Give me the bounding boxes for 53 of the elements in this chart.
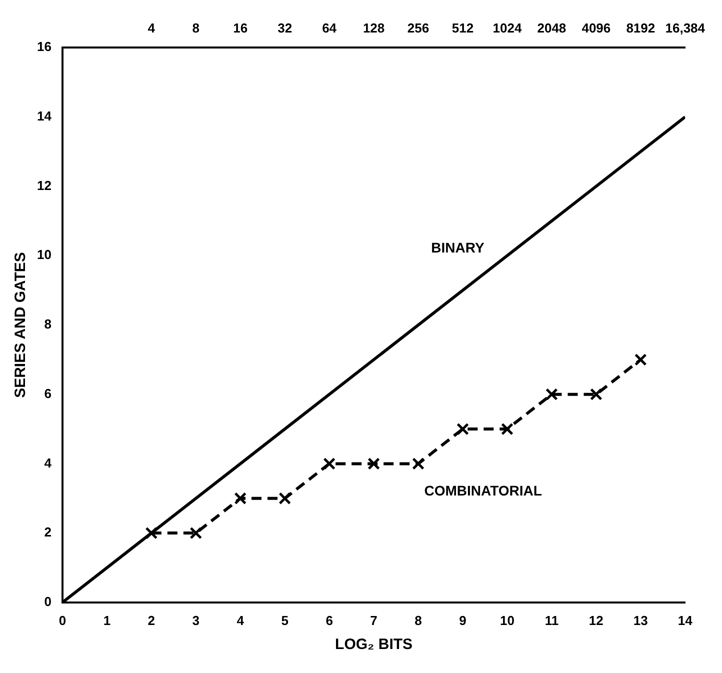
- y-axis-title: SERIES AND GATES: [12, 252, 30, 398]
- point: [590, 388, 602, 401]
- x2-tick-label: 128: [362, 20, 385, 36]
- x-tick-label: 8: [414, 612, 422, 628]
- y-tick-label: 14: [36, 108, 52, 124]
- point: [501, 422, 514, 436]
- x2-tick-label: 16: [233, 20, 248, 36]
- y-tick-label: 8: [44, 316, 52, 332]
- y-tick-label: 4: [44, 455, 52, 470]
- x2-tick-label: 32: [278, 20, 292, 36]
- x-tick-label: 13: [633, 612, 648, 628]
- x-tick-label: 4: [236, 612, 245, 628]
- x-tick-label: 9: [459, 612, 466, 628]
- series-label: COMBINATORIAL: [424, 482, 542, 499]
- y-tick-label: 16: [36, 39, 52, 54]
- x-tick-label: 12: [588, 612, 604, 628]
- x-tick-label: 0: [58, 612, 66, 628]
- y-tick-label: 6: [44, 386, 52, 401]
- x2-tick-label: 8: [192, 20, 200, 36]
- x-tick-label: 5: [281, 612, 288, 628]
- x-tick-label: 7: [370, 612, 378, 628]
- y-tick-label: 10: [36, 247, 52, 262]
- x2-tick-label: 256: [407, 20, 430, 36]
- x2-tick-label: 1024: [492, 20, 522, 36]
- x-tick-label: 2: [148, 612, 156, 628]
- x-tick-label: 10: [500, 612, 514, 628]
- series-label: BINARY: [431, 240, 485, 256]
- x2-tick-label: 8192: [626, 20, 656, 36]
- point: [545, 388, 558, 401]
- x2-tick-label: 512: [452, 20, 474, 36]
- x-tick-label: 11: [544, 612, 559, 628]
- y-tick-label: 2: [44, 524, 52, 540]
- point: [368, 458, 380, 470]
- x2-tick-label: 64: [322, 20, 338, 36]
- x2-tick-label: 2048: [537, 20, 566, 36]
- y-tick-label: 0: [44, 594, 52, 609]
- x-tick-label: 1: [103, 612, 111, 628]
- point: [278, 492, 292, 505]
- x-tick-label: 6: [326, 612, 333, 628]
- point: [145, 526, 158, 540]
- point: [634, 353, 647, 366]
- x2-tick-label: 4: [148, 20, 156, 36]
- x2-tick-label: 16,384: [665, 20, 706, 36]
- point: [456, 422, 469, 436]
- x2-tick-label: 4096: [582, 20, 611, 36]
- x-tick-label: 3: [192, 612, 200, 628]
- x-axis-title: LOG₂ BITS: [335, 636, 413, 654]
- point: [190, 526, 202, 540]
- point: [234, 492, 247, 505]
- y-tick-label: 12: [36, 178, 52, 193]
- x-tick-label: 14: [678, 612, 694, 628]
- point: [323, 458, 336, 470]
- point: [412, 458, 424, 470]
